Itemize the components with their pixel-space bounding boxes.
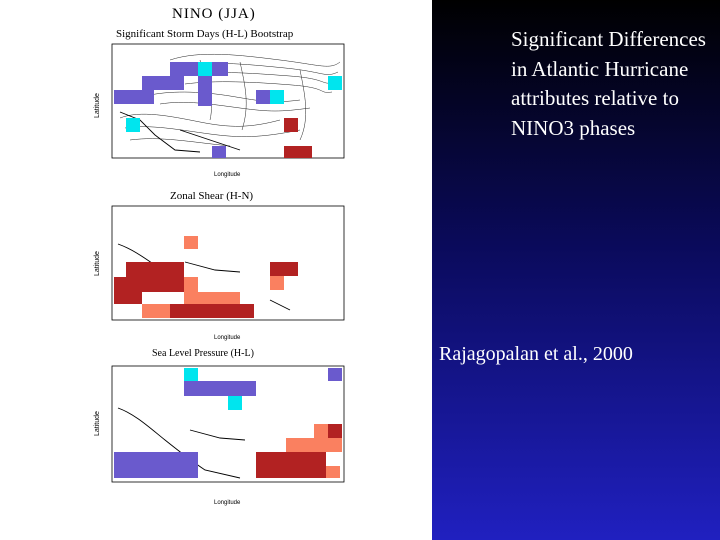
panel-2-frame	[111, 205, 345, 321]
panel-1-xlabel: Longitude	[214, 172, 241, 178]
panel-3-xlabel: Longitude	[214, 500, 241, 506]
panel-2-cells	[114, 236, 298, 318]
panel-1	[111, 43, 345, 159]
panel-3	[111, 365, 345, 483]
figure-title: NINO (JJA)	[172, 6, 256, 22]
panel-1-title: Significant Storm Days (H-L) Bootstrap	[116, 28, 294, 40]
slide-panel	[432, 0, 720, 540]
figure-area: NINO (JJA) Significant Storm Days (H-L) …	[94, 6, 345, 506]
panel-3-cells	[114, 368, 342, 478]
panel-3-title: Sea Level Pressure (H-L)	[152, 348, 254, 359]
slide-citation: Rajagopalan et al., 2000	[439, 343, 633, 365]
panel-2-title: Zonal Shear (H-N)	[170, 190, 254, 202]
panel-2-xlabel: Longitude	[214, 335, 241, 341]
slide-headline: Significant Differences in Atlantic Hurr…	[511, 27, 706, 140]
panel-1-cells	[114, 62, 342, 158]
panel-3-frame	[111, 365, 345, 483]
panels-graphic	[111, 43, 345, 483]
panel-1-frame	[111, 43, 345, 159]
panel-2	[111, 205, 345, 321]
panel-1-coastline	[119, 111, 241, 153]
